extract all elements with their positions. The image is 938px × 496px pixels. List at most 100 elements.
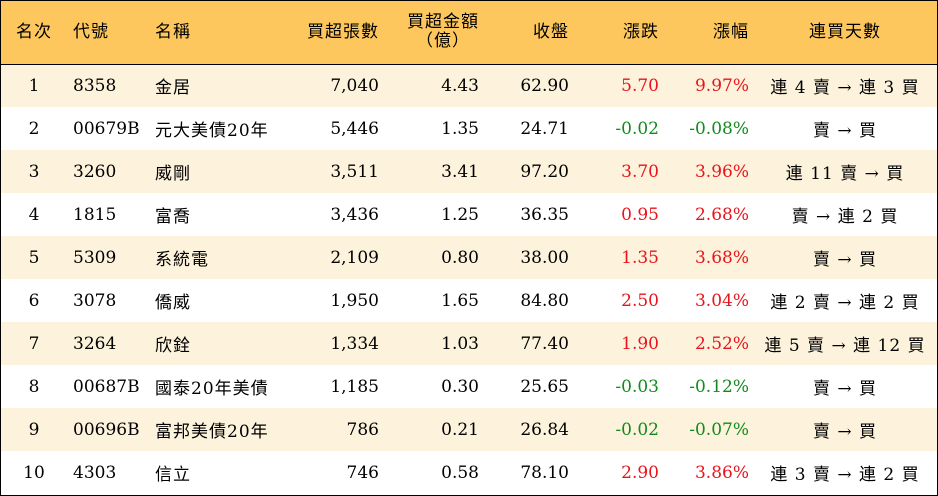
cell-change: -0.03 — [573, 365, 663, 408]
table-body: 1 8358 金居 7,040 4.43 62.90 5.70 9.97% 連 4 賣 → 連 … — [1, 64, 937, 494]
cell-name: 富喬 — [147, 193, 295, 236]
cell-net-buy-lots: 3,511 — [295, 150, 383, 193]
cell-change: 2.50 — [573, 279, 663, 322]
table-row: 9 00696B 富邦美債20年 786 0.21 26.84 -0.02 -0.07% 賣 →… — [1, 408, 937, 451]
cell-rank: 7 — [1, 322, 67, 365]
cell-consecutive-days: 賣 → 連 2 買 — [753, 193, 937, 236]
cell-change: -0.02 — [573, 408, 663, 451]
cell-close: 24.71 — [483, 107, 573, 150]
table-row: 3 3260 威剛 3,511 3.41 97.20 3.70 3.96% 連 11 賣 → 買 — [1, 150, 937, 193]
cell-consecutive-days: 賣 → 買 — [753, 408, 937, 451]
cell-code: 8358 — [67, 64, 147, 107]
cell-code: 3078 — [67, 279, 147, 322]
table-row: 4 1815 富喬 3,436 1.25 36.35 0.95 2.68% 賣 → 連 2 買 — [1, 193, 937, 236]
cell-net-buy-amount: 1.35 — [383, 107, 483, 150]
cell-change-pct: -0.08% — [663, 107, 753, 150]
table-row: 10 4303 信立 746 0.58 78.10 2.90 3.86% 連 3 賣 → 連 2… — [1, 451, 937, 494]
cell-net-buy-amount: 4.43 — [383, 64, 483, 107]
cell-name: 系統電 — [147, 236, 295, 279]
cell-consecutive-days: 連 3 賣 → 連 2 買 — [753, 451, 937, 494]
table-header: 名次 代號 名稱 買超張數 買超金額 （億） 收盤 漲跌 漲幅 連買天數 — [1, 1, 937, 64]
cell-change: 5.70 — [573, 64, 663, 107]
header-name: 名稱 — [147, 1, 295, 64]
cell-change: 3.70 — [573, 150, 663, 193]
cell-rank: 3 — [1, 150, 67, 193]
cell-code: 1815 — [67, 193, 147, 236]
cell-consecutive-days: 連 2 賣 → 連 2 買 — [753, 279, 937, 322]
cell-consecutive-days: 賣 → 買 — [753, 365, 937, 408]
cell-change: 2.90 — [573, 451, 663, 494]
cell-change-pct: 3.04% — [663, 279, 753, 322]
cell-rank: 10 — [1, 451, 67, 494]
cell-close: 62.90 — [483, 64, 573, 107]
cell-consecutive-days: 連 11 賣 → 買 — [753, 150, 937, 193]
cell-change-pct: 3.68% — [663, 236, 753, 279]
cell-close: 25.65 — [483, 365, 573, 408]
cell-close: 84.80 — [483, 279, 573, 322]
cell-name: 富邦美債20年 — [147, 408, 295, 451]
cell-change-pct: 3.86% — [663, 451, 753, 494]
table-row: 8 00687B 國泰20年美債 1,185 0.30 25.65 -0.03 -0.12% 賣… — [1, 365, 937, 408]
cell-net-buy-amount: 0.21 — [383, 408, 483, 451]
cell-net-buy-amount: 0.80 — [383, 236, 483, 279]
cell-net-buy-lots: 1,185 — [295, 365, 383, 408]
cell-name: 欣銓 — [147, 322, 295, 365]
table-row: 7 3264 欣銓 1,334 1.03 77.40 1.90 2.52% 連 5 賣 → 連 … — [1, 322, 937, 365]
cell-net-buy-lots: 7,040 — [295, 64, 383, 107]
cell-net-buy-amount: 1.25 — [383, 193, 483, 236]
cell-rank: 2 — [1, 107, 67, 150]
cell-net-buy-lots: 786 — [295, 408, 383, 451]
cell-code: 00696B — [67, 408, 147, 451]
cell-rank: 4 — [1, 193, 67, 236]
cell-change: 0.95 — [573, 193, 663, 236]
cell-close: 97.20 — [483, 150, 573, 193]
cell-code: 3260 — [67, 150, 147, 193]
cell-name: 僑威 — [147, 279, 295, 322]
cell-net-buy-lots: 2,109 — [295, 236, 383, 279]
cell-close: 38.00 — [483, 236, 573, 279]
cell-close: 78.10 — [483, 451, 573, 494]
cell-close: 36.35 — [483, 193, 573, 236]
cell-name: 信立 — [147, 451, 295, 494]
cell-code: 00679B — [67, 107, 147, 150]
cell-net-buy-lots: 5,446 — [295, 107, 383, 150]
cell-change-pct: 2.52% — [663, 322, 753, 365]
cell-consecutive-days: 連 4 賣 → 連 3 買 — [753, 64, 937, 107]
cell-rank: 1 — [1, 64, 67, 107]
cell-change: 1.35 — [573, 236, 663, 279]
header-net-buy-lots: 買超張數 — [295, 1, 383, 64]
cell-net-buy-amount: 0.58 — [383, 451, 483, 494]
header-consecutive-days: 連買天數 — [753, 1, 937, 64]
cell-rank: 5 — [1, 236, 67, 279]
cell-code: 5309 — [67, 236, 147, 279]
cell-net-buy-lots: 746 — [295, 451, 383, 494]
cell-change: 1.90 — [573, 322, 663, 365]
cell-name: 金居 — [147, 64, 295, 107]
cell-name: 威剛 — [147, 150, 295, 193]
cell-rank: 8 — [1, 365, 67, 408]
header-net-buy-amount-line1: 買超金額 — [383, 13, 479, 32]
cell-net-buy-amount: 0.30 — [383, 365, 483, 408]
cell-net-buy-lots: 3,436 — [295, 193, 383, 236]
cell-net-buy-amount: 1.03 — [383, 322, 483, 365]
table-row: 2 00679B 元大美債20年 5,446 1.35 24.71 -0.02 -0.08% 賣… — [1, 107, 937, 150]
cell-name: 國泰20年美債 — [147, 365, 295, 408]
header-rank: 名次 — [1, 1, 67, 64]
header-code: 代號 — [67, 1, 147, 64]
cell-net-buy-amount: 3.41 — [383, 150, 483, 193]
cell-net-buy-amount: 1.65 — [383, 279, 483, 322]
cell-close: 77.40 — [483, 322, 573, 365]
cell-change-pct: -0.12% — [663, 365, 753, 408]
cell-code: 4303 — [67, 451, 147, 494]
cell-change: -0.02 — [573, 107, 663, 150]
cell-net-buy-lots: 1,334 — [295, 322, 383, 365]
cell-rank: 6 — [1, 279, 67, 322]
cell-change-pct: -0.07% — [663, 408, 753, 451]
cell-code: 3264 — [67, 322, 147, 365]
header-close: 收盤 — [483, 1, 573, 64]
cell-change-pct: 3.96% — [663, 150, 753, 193]
header-net-buy-amount-unit: （億） — [383, 32, 479, 51]
header-net-buy-amount: 買超金額 （億） — [383, 1, 483, 64]
